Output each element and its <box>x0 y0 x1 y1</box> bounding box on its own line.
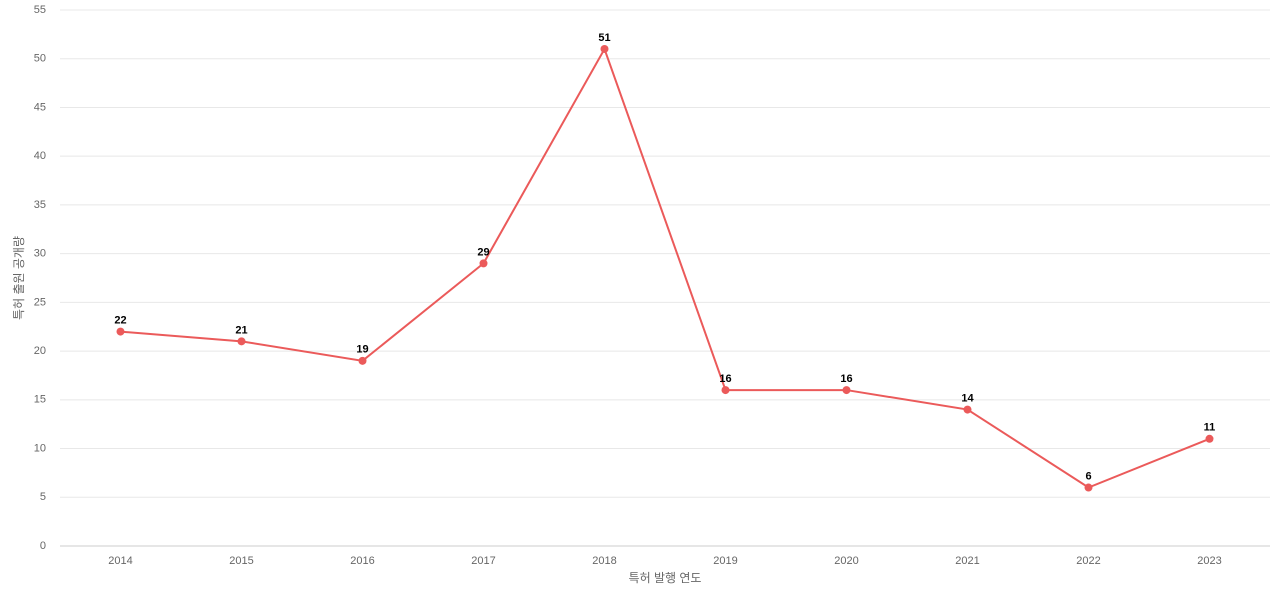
point <box>237 337 246 346</box>
y-tick-label: 25 <box>34 296 46 308</box>
y-tick-label: 45 <box>34 101 46 113</box>
x-tick-label: 2018 <box>592 555 616 567</box>
point <box>1205 434 1214 443</box>
y-tick-label: 0 <box>40 540 46 552</box>
value-label: 16 <box>719 373 731 385</box>
y-tick-label: 55 <box>34 4 46 16</box>
y-tick-label: 20 <box>34 345 46 357</box>
x-tick-label: 2015 <box>229 555 253 567</box>
point <box>479 259 488 268</box>
y-tick-label: 35 <box>34 199 46 211</box>
point <box>1084 483 1093 492</box>
point <box>842 386 851 395</box>
y-tick-label: 10 <box>34 442 46 454</box>
x-axis-title: 특허 발행 연도 <box>629 570 702 585</box>
y-tick-label: 30 <box>34 248 46 260</box>
value-label: 21 <box>235 324 247 336</box>
x-tick-label: 2014 <box>108 555 132 567</box>
value-label: 22 <box>114 315 126 327</box>
value-label: 19 <box>356 344 368 356</box>
x-tick-label: 2019 <box>713 555 737 567</box>
point <box>963 405 972 414</box>
y-tick-label: 15 <box>34 394 46 406</box>
value-label: 14 <box>961 392 974 404</box>
value-label: 51 <box>598 32 610 44</box>
y-axis-title: 특허 출원 공개량 <box>12 236 26 320</box>
x-tick-label: 2020 <box>834 555 858 567</box>
value-label: 16 <box>840 373 852 385</box>
x-tick-label: 2023 <box>1197 555 1221 567</box>
y-tick-label: 5 <box>40 491 46 503</box>
point <box>358 356 367 365</box>
value-label: 11 <box>1204 422 1216 434</box>
y-tick-label: 40 <box>34 150 46 162</box>
x-tick-label: 2021 <box>955 555 979 567</box>
point <box>116 327 125 336</box>
y-tick-label: 50 <box>34 53 46 65</box>
line <box>120 46 1210 489</box>
point <box>721 386 730 395</box>
value-label: 6 <box>1085 470 1091 482</box>
value-label: 29 <box>477 246 489 258</box>
x-tick-label: 2016 <box>350 555 374 567</box>
x-tick-label: 2022 <box>1076 555 1100 567</box>
point <box>600 44 609 53</box>
x-tick-label: 2017 <box>471 555 495 567</box>
